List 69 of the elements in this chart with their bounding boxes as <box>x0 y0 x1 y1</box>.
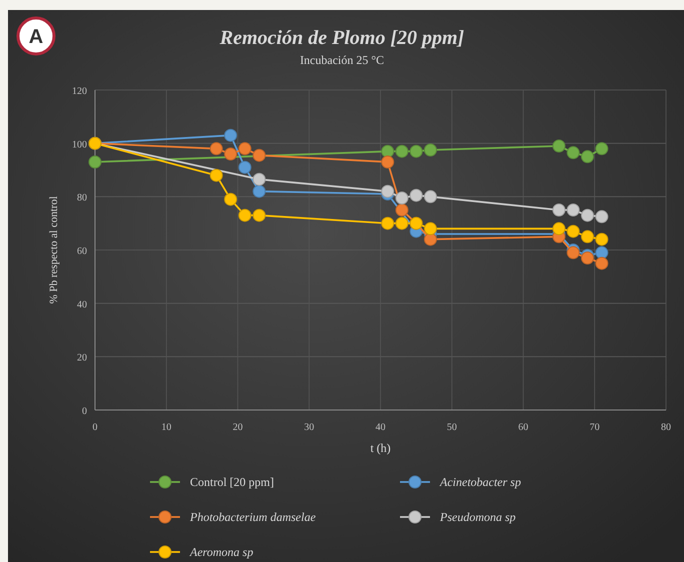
point <box>566 204 580 216</box>
point <box>595 232 608 246</box>
y-axis-title: % Pb respecto al control <box>48 196 60 304</box>
x-tick-label: 0 <box>92 422 98 433</box>
point <box>252 184 266 198</box>
y-tick-label: 60 <box>77 246 87 257</box>
point <box>395 216 408 230</box>
point <box>580 252 594 264</box>
y-tick-label: 20 <box>77 352 87 364</box>
text: A <box>28 26 44 48</box>
point <box>381 216 394 230</box>
point <box>238 142 252 156</box>
y-tick-label: 40 <box>77 299 87 310</box>
point <box>252 172 266 186</box>
point <box>252 208 266 222</box>
point <box>224 128 238 142</box>
point <box>424 232 437 246</box>
point <box>381 144 394 158</box>
point <box>566 246 580 260</box>
point <box>552 204 566 216</box>
point <box>410 188 423 202</box>
point <box>224 192 238 206</box>
point <box>238 208 252 222</box>
point <box>580 150 594 164</box>
point <box>410 144 423 158</box>
x-tick-label: 10 <box>161 422 172 433</box>
y-tick-label: 100 <box>72 139 87 150</box>
legend-label: Photobacterium damselae <box>189 510 316 524</box>
point <box>580 230 594 244</box>
x-tick-label: 30 <box>304 422 314 433</box>
x-tick-label: 40 <box>376 422 386 433</box>
point <box>395 192 408 204</box>
x-tick-label: 60 <box>518 422 528 433</box>
x-tick-label: 50 <box>446 422 457 433</box>
point <box>424 144 437 156</box>
point <box>224 148 238 160</box>
chart-title: Remoción de Plomo [20 ppm] <box>218 27 465 49</box>
point <box>566 146 580 160</box>
legend-label: Control [20 ppm] <box>190 475 274 489</box>
legend-label: Acinetobacter sp <box>439 475 521 489</box>
point <box>595 256 608 270</box>
x-tick-label: 80 <box>661 422 671 433</box>
point <box>395 204 408 216</box>
point <box>210 168 223 182</box>
point <box>238 160 252 174</box>
x-axis-title: t (h) <box>370 441 391 455</box>
point <box>566 224 580 238</box>
point <box>88 156 102 168</box>
legend-label: Pseudomona sp <box>439 510 516 524</box>
point <box>552 222 566 236</box>
chart-subtitle: Incubación 25 °C <box>300 53 384 67</box>
point <box>595 246 608 260</box>
x-tick-label: 20 <box>232 422 243 433</box>
y-tick-label: 120 <box>72 86 87 97</box>
point <box>210 142 223 156</box>
legend-label: Aeromona sp <box>189 545 254 559</box>
point <box>381 184 394 198</box>
x-tick-label: 70 <box>590 422 600 433</box>
point <box>424 222 437 236</box>
point <box>595 210 608 224</box>
point <box>395 144 408 158</box>
y-tick-label: 0 <box>82 406 87 417</box>
point <box>580 208 594 222</box>
point <box>595 142 608 156</box>
point <box>381 156 394 168</box>
y-tick-label: 80 <box>77 192 87 204</box>
point <box>552 140 566 152</box>
point <box>252 148 266 162</box>
point <box>424 190 437 204</box>
